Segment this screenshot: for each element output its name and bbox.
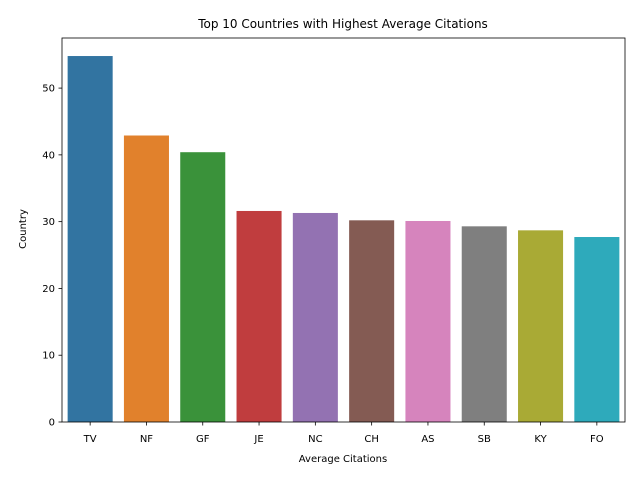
x-tick-label: KY bbox=[534, 434, 547, 445]
y-tick-label: 10 bbox=[42, 351, 55, 362]
x-axis-label: Average Citations bbox=[299, 454, 387, 465]
x-tick-label: GF bbox=[196, 434, 210, 445]
x-tick-label: NF bbox=[140, 434, 153, 445]
bar-ch bbox=[349, 220, 395, 422]
y-ticks-group: 0 10 20 30 40 50 bbox=[42, 84, 62, 429]
bar-je bbox=[236, 210, 282, 422]
x-tick-label: CH bbox=[364, 434, 379, 445]
bar-ky bbox=[518, 230, 564, 422]
x-tick-label: JE bbox=[253, 434, 263, 445]
x-tick-label: TV bbox=[83, 434, 97, 445]
bar-gf bbox=[180, 152, 226, 423]
y-axis-label: Country bbox=[18, 209, 29, 249]
bar-nc bbox=[292, 212, 338, 422]
bar-sb bbox=[461, 226, 507, 422]
x-tick-label: AS bbox=[421, 434, 434, 445]
y-tick-label: 0 bbox=[49, 418, 55, 429]
bar-nf bbox=[123, 135, 169, 422]
y-tick-label: 20 bbox=[42, 284, 55, 295]
bar-as bbox=[405, 220, 451, 422]
chart-title: Top 10 Countries with Highest Average Ci… bbox=[197, 17, 488, 31]
x-tick-label: FO bbox=[590, 434, 604, 445]
x-ticks-group: TV NF GF JE NC CH AS SB KY FO bbox=[83, 422, 604, 445]
x-tick-label: NC bbox=[308, 434, 322, 445]
y-tick-label: 30 bbox=[42, 217, 55, 228]
y-tick-label: 40 bbox=[42, 150, 55, 161]
bar-fo bbox=[574, 237, 620, 422]
y-tick-label: 50 bbox=[42, 84, 55, 95]
plot-frame bbox=[61, 37, 626, 423]
x-tick-label: SB bbox=[478, 434, 491, 445]
bar-tv bbox=[67, 56, 113, 422]
bars-group bbox=[67, 56, 620, 423]
